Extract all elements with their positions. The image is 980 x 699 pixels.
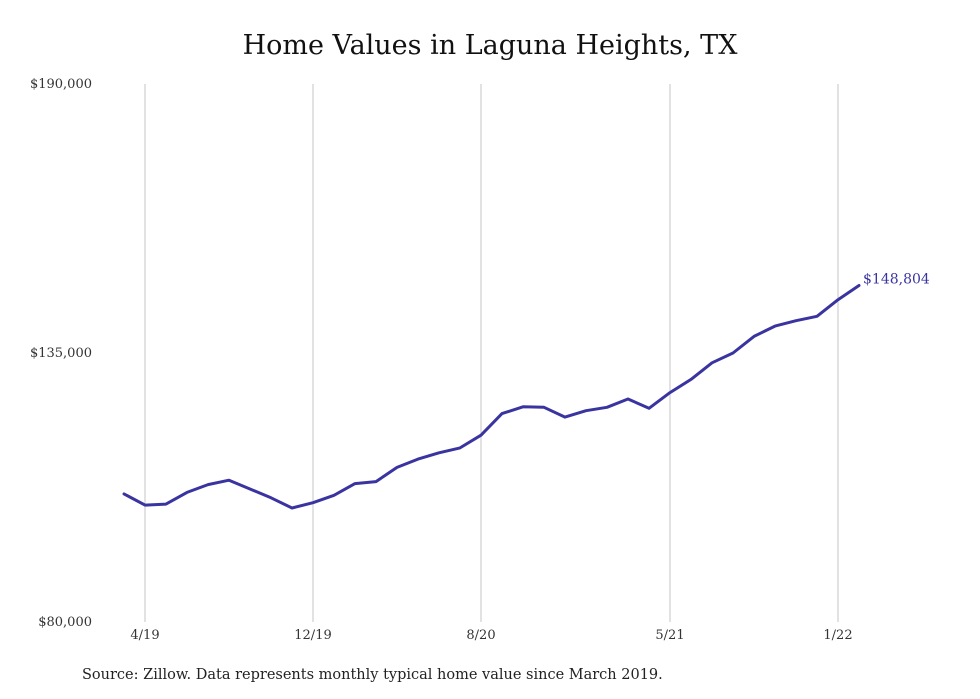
x-tick-label: 12/19 [294, 628, 331, 643]
series-line [122, 284, 861, 510]
y-tick-label: $190,000 [30, 77, 92, 92]
x-tick-label: 1/22 [823, 628, 852, 643]
x-tick-label: 8/20 [466, 628, 495, 643]
end-value-label: $148,804 [863, 271, 930, 287]
x-tick-label: 4/19 [130, 628, 159, 643]
source-note: Source: Zillow. Data represents monthly … [82, 667, 663, 683]
y-tick-label: $135,000 [30, 346, 92, 361]
y-tick-label: $80,000 [38, 615, 92, 630]
chart-title: Home Values in Laguna Heights, TX [242, 30, 738, 61]
x-tick-label: 5/21 [655, 628, 684, 643]
